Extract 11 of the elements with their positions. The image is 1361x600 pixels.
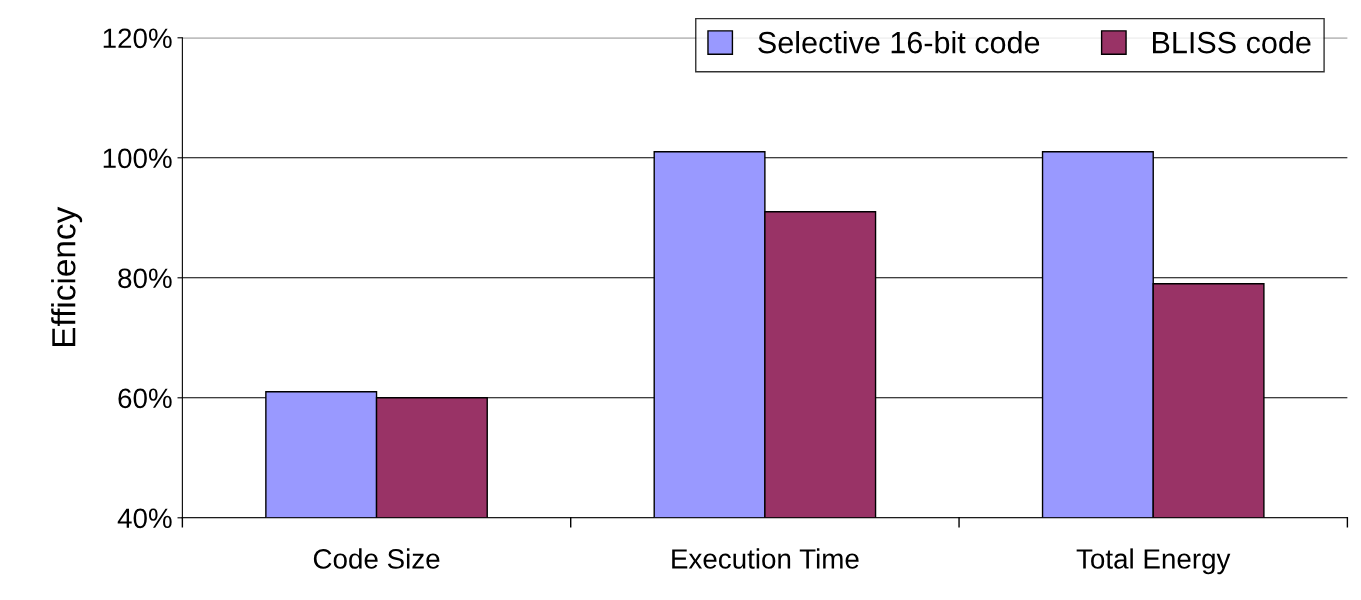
- legend-label: Selective 16-bit code: [758, 30, 1040, 54]
- y-tick-label: 80%: [118, 268, 172, 289]
- y-tick-label: 100%: [103, 148, 172, 169]
- legend-label: BLISS code: [1153, 30, 1311, 54]
- x-tick-label: Execution Time: [672, 548, 859, 569]
- x-tick-label: Code Size: [313, 548, 440, 569]
- y-tick-label: 60%: [118, 388, 172, 409]
- x-tick-label: Total Energy: [1076, 548, 1231, 575]
- y-axis-title: Efficiency: [51, 206, 83, 347]
- y-tick-label: 40%: [117, 508, 172, 529]
- y-tick-label: 120%: [103, 28, 172, 49]
